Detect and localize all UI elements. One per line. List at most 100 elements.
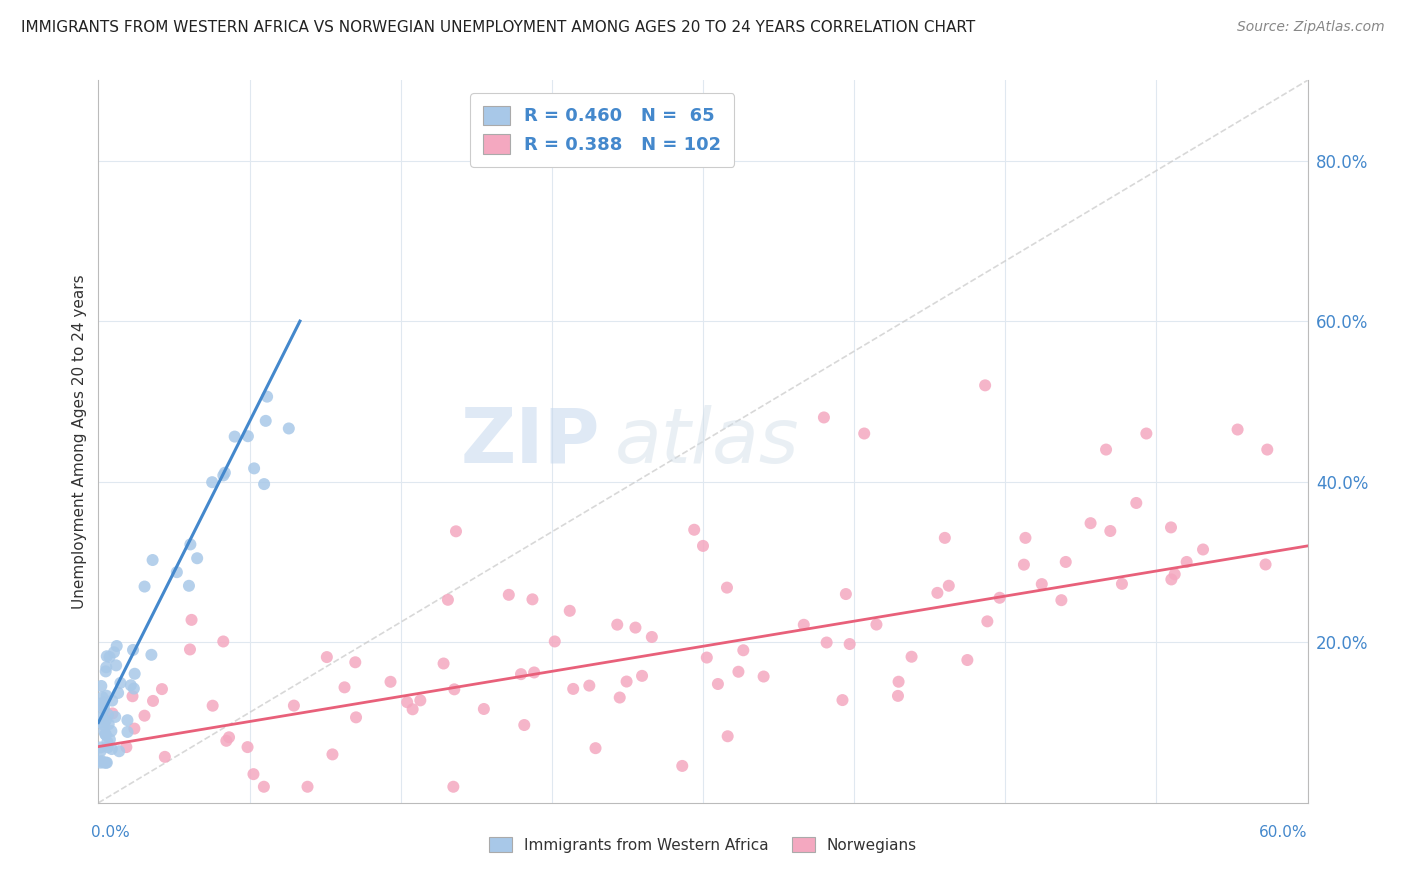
Point: [853, 426, 876, 441]
Point: [101, 742, 124, 756]
Point: [1054, 555, 1077, 569]
Point: [103, 645, 125, 659]
Point: [91, 696, 114, 710]
Point: [98, 732, 121, 747]
Point: [707, 677, 730, 691]
Point: [134, 708, 156, 723]
Point: [93, 698, 115, 713]
Point: [401, 702, 423, 716]
Point: [90, 697, 112, 711]
Point: [142, 694, 165, 708]
Point: [212, 634, 235, 648]
Point: [179, 537, 201, 551]
Point: [93, 724, 115, 739]
Point: [887, 674, 910, 689]
Point: [835, 587, 858, 601]
Point: [437, 592, 460, 607]
Point: [101, 693, 124, 707]
Point: [253, 477, 276, 491]
Point: [727, 665, 749, 679]
Point: [585, 741, 607, 756]
Point: [1031, 577, 1053, 591]
Point: [105, 658, 128, 673]
Point: [122, 643, 145, 657]
Point: [831, 693, 853, 707]
Point: [333, 681, 356, 695]
Point: [97, 717, 120, 731]
Point: [988, 591, 1011, 605]
Point: [344, 655, 367, 669]
Point: [104, 710, 127, 724]
Point: [344, 710, 367, 724]
Point: [253, 780, 276, 794]
Point: [117, 713, 139, 727]
Point: [96, 689, 118, 703]
Point: [214, 466, 236, 480]
Point: [838, 637, 860, 651]
Point: [96, 756, 118, 770]
Point: [976, 615, 998, 629]
Point: [93, 756, 115, 770]
Point: [91, 710, 114, 724]
Point: [934, 531, 956, 545]
Point: [110, 676, 132, 690]
Point: [94, 727, 117, 741]
Point: [96, 660, 118, 674]
Point: [956, 653, 979, 667]
Point: [1256, 442, 1278, 457]
Point: [101, 706, 124, 721]
Point: [166, 565, 188, 579]
Point: [94, 714, 117, 728]
Point: [124, 666, 146, 681]
Text: IMMIGRANTS FROM WESTERN AFRICA VS NORWEGIAN UNEMPLOYMENT AMONG AGES 20 TO 24 YEA: IMMIGRANTS FROM WESTERN AFRICA VS NORWEG…: [21, 20, 976, 35]
Point: [201, 475, 224, 490]
Point: [89, 756, 111, 770]
Point: [89, 744, 111, 758]
Point: [733, 643, 755, 657]
Point: [1175, 555, 1198, 569]
Point: [177, 579, 200, 593]
Point: [1254, 558, 1277, 572]
Point: [616, 674, 638, 689]
Point: [124, 722, 146, 736]
Point: [752, 669, 775, 683]
Point: [141, 648, 163, 662]
Point: [793, 617, 815, 632]
Point: [510, 667, 533, 681]
Point: [1111, 577, 1133, 591]
Point: [409, 693, 432, 707]
Point: [243, 461, 266, 475]
Point: [97, 707, 120, 722]
Point: [179, 642, 201, 657]
Point: [716, 581, 738, 595]
Point: [571, 153, 593, 168]
Point: [105, 639, 128, 653]
Point: [938, 579, 960, 593]
Point: [1050, 593, 1073, 607]
Point: [609, 690, 631, 705]
Point: [900, 649, 922, 664]
Point: [1163, 567, 1185, 582]
Point: [236, 429, 259, 443]
Point: [100, 724, 122, 739]
Point: [108, 744, 131, 758]
Point: [242, 767, 264, 781]
Point: [671, 759, 693, 773]
Point: [212, 468, 235, 483]
Text: 60.0%: 60.0%: [1260, 825, 1308, 840]
Point: [562, 681, 585, 696]
Point: [224, 429, 246, 443]
Point: [974, 378, 997, 392]
Point: [813, 410, 835, 425]
Point: [443, 682, 465, 697]
Point: [107, 686, 129, 700]
Y-axis label: Unemployment Among Ages 20 to 24 years: Unemployment Among Ages 20 to 24 years: [72, 274, 87, 609]
Point: [94, 728, 117, 742]
Point: [380, 674, 402, 689]
Point: [683, 523, 706, 537]
Point: [89, 698, 111, 712]
Point: [522, 592, 544, 607]
Point: [122, 681, 145, 696]
Point: [98, 650, 121, 665]
Point: [91, 696, 114, 710]
